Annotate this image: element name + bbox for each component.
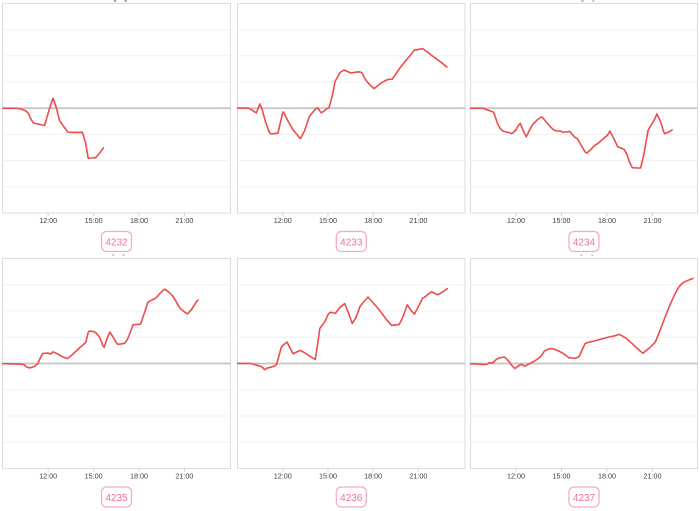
svg-text:18:00: 18:00 [130,216,148,225]
svg-text:12:00: 12:00 [39,472,57,481]
svg-text:18:00: 18:00 [364,216,382,225]
svg-text:21:00: 21:00 [409,216,427,225]
svg-text:18:00: 18:00 [598,216,616,225]
svg-text:4233: 4233 [340,238,363,249]
svg-text:15:00: 15:00 [319,216,337,225]
svg-text:4236: 4236 [340,493,363,504]
svg-text:4237: 4237 [573,493,596,504]
svg-text:12:00: 12:00 [274,216,292,225]
svg-text:12:00: 12:00 [507,216,525,225]
svg-text:21:00: 21:00 [644,472,662,481]
svg-text:15:00: 15:00 [85,472,103,481]
svg-text:21:00: 21:00 [175,216,193,225]
svg-text:18:00: 18:00 [130,472,148,481]
svg-text:15:00: 15:00 [319,472,337,481]
svg-text:21:00: 21:00 [644,216,662,225]
svg-text:15:00: 15:00 [553,472,571,481]
svg-text:15:00: 15:00 [553,216,571,225]
svg-text:21:00: 21:00 [175,472,193,481]
svg-text:15:00: 15:00 [85,216,103,225]
svg-text:12:00: 12:00 [39,216,57,225]
svg-text:12:00: 12:00 [274,472,292,481]
svg-text:18:00: 18:00 [364,472,382,481]
svg-text:21:00: 21:00 [409,472,427,481]
svg-text:12:00: 12:00 [507,472,525,481]
svg-text:4234: 4234 [573,238,596,249]
svg-text:4235: 4235 [105,493,128,504]
svg-text:18:00: 18:00 [598,472,616,481]
svg-text:4232: 4232 [105,238,128,249]
